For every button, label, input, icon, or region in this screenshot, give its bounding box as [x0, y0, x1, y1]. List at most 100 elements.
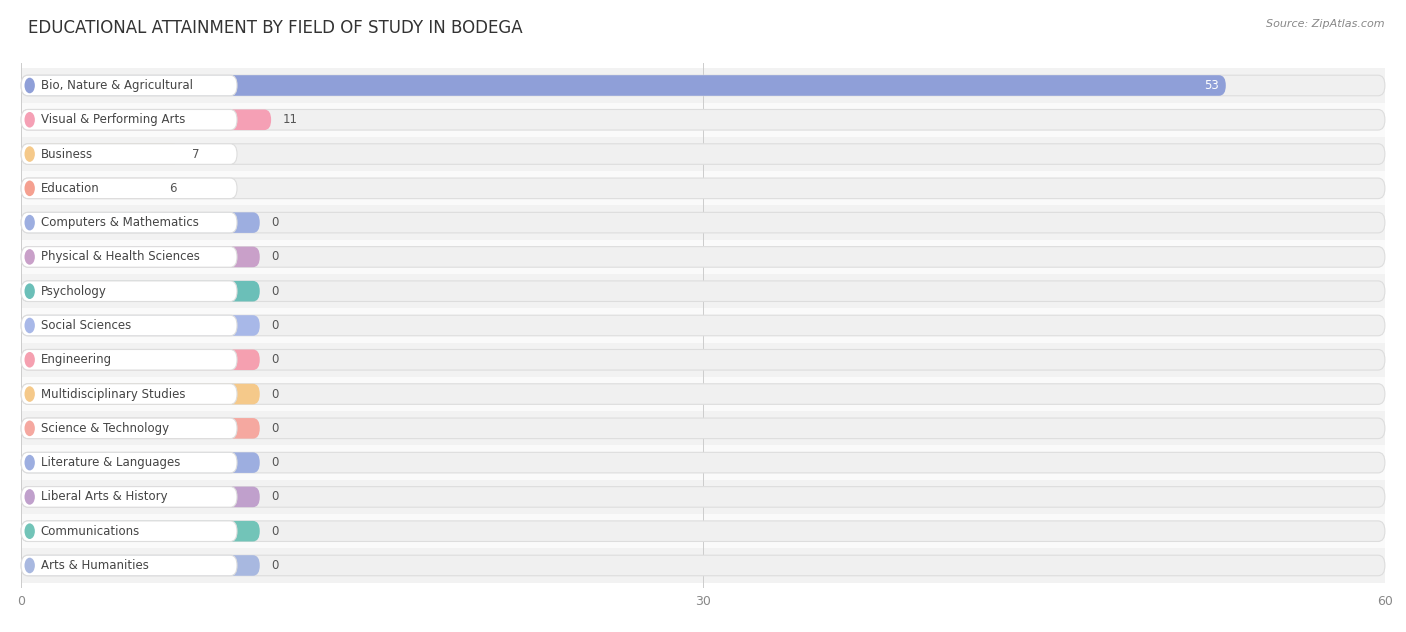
Circle shape: [24, 489, 35, 505]
Text: 0: 0: [271, 284, 278, 298]
FancyBboxPatch shape: [21, 349, 1385, 370]
FancyBboxPatch shape: [21, 75, 238, 96]
Circle shape: [24, 181, 35, 196]
Bar: [21, 446, 1385, 480]
FancyBboxPatch shape: [21, 281, 260, 301]
Circle shape: [24, 420, 35, 436]
Bar: [21, 240, 1385, 274]
FancyBboxPatch shape: [21, 109, 238, 130]
FancyBboxPatch shape: [21, 555, 260, 576]
FancyBboxPatch shape: [21, 212, 1385, 233]
FancyBboxPatch shape: [21, 521, 238, 542]
Text: 0: 0: [271, 559, 278, 572]
FancyBboxPatch shape: [21, 384, 260, 404]
Bar: [21, 480, 1385, 514]
Text: Literature & Languages: Literature & Languages: [41, 456, 180, 469]
FancyBboxPatch shape: [21, 349, 260, 370]
Text: 0: 0: [271, 319, 278, 332]
Circle shape: [24, 557, 35, 573]
FancyBboxPatch shape: [21, 521, 1385, 542]
FancyBboxPatch shape: [21, 143, 180, 164]
Text: 0: 0: [271, 525, 278, 538]
Text: Visual & Performing Arts: Visual & Performing Arts: [41, 113, 186, 126]
Circle shape: [24, 249, 35, 265]
Text: 0: 0: [271, 490, 278, 504]
Text: Psychology: Psychology: [41, 284, 107, 298]
FancyBboxPatch shape: [21, 281, 1385, 301]
FancyBboxPatch shape: [21, 212, 260, 233]
Text: Liberal Arts & History: Liberal Arts & History: [41, 490, 167, 504]
FancyBboxPatch shape: [21, 418, 1385, 439]
FancyBboxPatch shape: [21, 178, 1385, 198]
Text: Source: ZipAtlas.com: Source: ZipAtlas.com: [1267, 19, 1385, 29]
FancyBboxPatch shape: [21, 453, 238, 473]
Text: Social Sciences: Social Sciences: [41, 319, 131, 332]
FancyBboxPatch shape: [21, 555, 238, 576]
FancyBboxPatch shape: [21, 453, 260, 473]
FancyBboxPatch shape: [21, 555, 1385, 576]
FancyBboxPatch shape: [21, 143, 238, 164]
Bar: [21, 411, 1385, 446]
FancyBboxPatch shape: [21, 143, 1385, 164]
FancyBboxPatch shape: [21, 521, 260, 542]
Circle shape: [24, 215, 35, 231]
Bar: [21, 514, 1385, 549]
FancyBboxPatch shape: [21, 246, 1385, 267]
FancyBboxPatch shape: [21, 212, 238, 233]
Text: Science & Technology: Science & Technology: [41, 422, 169, 435]
Text: Engineering: Engineering: [41, 353, 111, 367]
FancyBboxPatch shape: [21, 315, 1385, 336]
FancyBboxPatch shape: [21, 418, 260, 439]
Circle shape: [24, 146, 35, 162]
Bar: [21, 205, 1385, 240]
FancyBboxPatch shape: [21, 384, 1385, 404]
Circle shape: [24, 386, 35, 402]
Bar: [21, 377, 1385, 411]
Text: Multidisciplinary Studies: Multidisciplinary Studies: [41, 387, 186, 401]
Text: Bio, Nature & Agricultural: Bio, Nature & Agricultural: [41, 79, 193, 92]
Bar: [21, 274, 1385, 308]
Text: 0: 0: [271, 387, 278, 401]
Bar: [21, 68, 1385, 102]
FancyBboxPatch shape: [21, 315, 260, 336]
Bar: [21, 102, 1385, 137]
Text: Business: Business: [41, 147, 93, 161]
Text: Education: Education: [41, 182, 100, 195]
FancyBboxPatch shape: [21, 109, 271, 130]
Circle shape: [24, 352, 35, 368]
Text: Arts & Humanities: Arts & Humanities: [41, 559, 149, 572]
FancyBboxPatch shape: [21, 487, 238, 507]
FancyBboxPatch shape: [21, 487, 260, 507]
FancyBboxPatch shape: [21, 487, 1385, 507]
FancyBboxPatch shape: [21, 453, 1385, 473]
FancyBboxPatch shape: [21, 246, 260, 267]
Text: 11: 11: [283, 113, 298, 126]
FancyBboxPatch shape: [21, 109, 1385, 130]
FancyBboxPatch shape: [21, 178, 157, 198]
Circle shape: [24, 283, 35, 299]
FancyBboxPatch shape: [21, 315, 238, 336]
Bar: [21, 549, 1385, 583]
Text: Computers & Mathematics: Computers & Mathematics: [41, 216, 198, 229]
Bar: [21, 343, 1385, 377]
FancyBboxPatch shape: [21, 75, 1226, 96]
Text: 0: 0: [271, 422, 278, 435]
Bar: [21, 308, 1385, 343]
Text: Physical & Health Sciences: Physical & Health Sciences: [41, 250, 200, 264]
FancyBboxPatch shape: [21, 281, 238, 301]
FancyBboxPatch shape: [21, 384, 238, 404]
Bar: [21, 137, 1385, 171]
Bar: [21, 171, 1385, 205]
Circle shape: [24, 318, 35, 333]
Text: 6: 6: [169, 182, 176, 195]
Circle shape: [24, 112, 35, 128]
Text: 0: 0: [271, 216, 278, 229]
Text: 0: 0: [271, 456, 278, 469]
Text: 0: 0: [271, 250, 278, 264]
FancyBboxPatch shape: [21, 349, 238, 370]
FancyBboxPatch shape: [21, 246, 238, 267]
Text: Communications: Communications: [41, 525, 139, 538]
FancyBboxPatch shape: [21, 178, 238, 198]
FancyBboxPatch shape: [21, 75, 1385, 96]
Text: 53: 53: [1204, 79, 1219, 92]
